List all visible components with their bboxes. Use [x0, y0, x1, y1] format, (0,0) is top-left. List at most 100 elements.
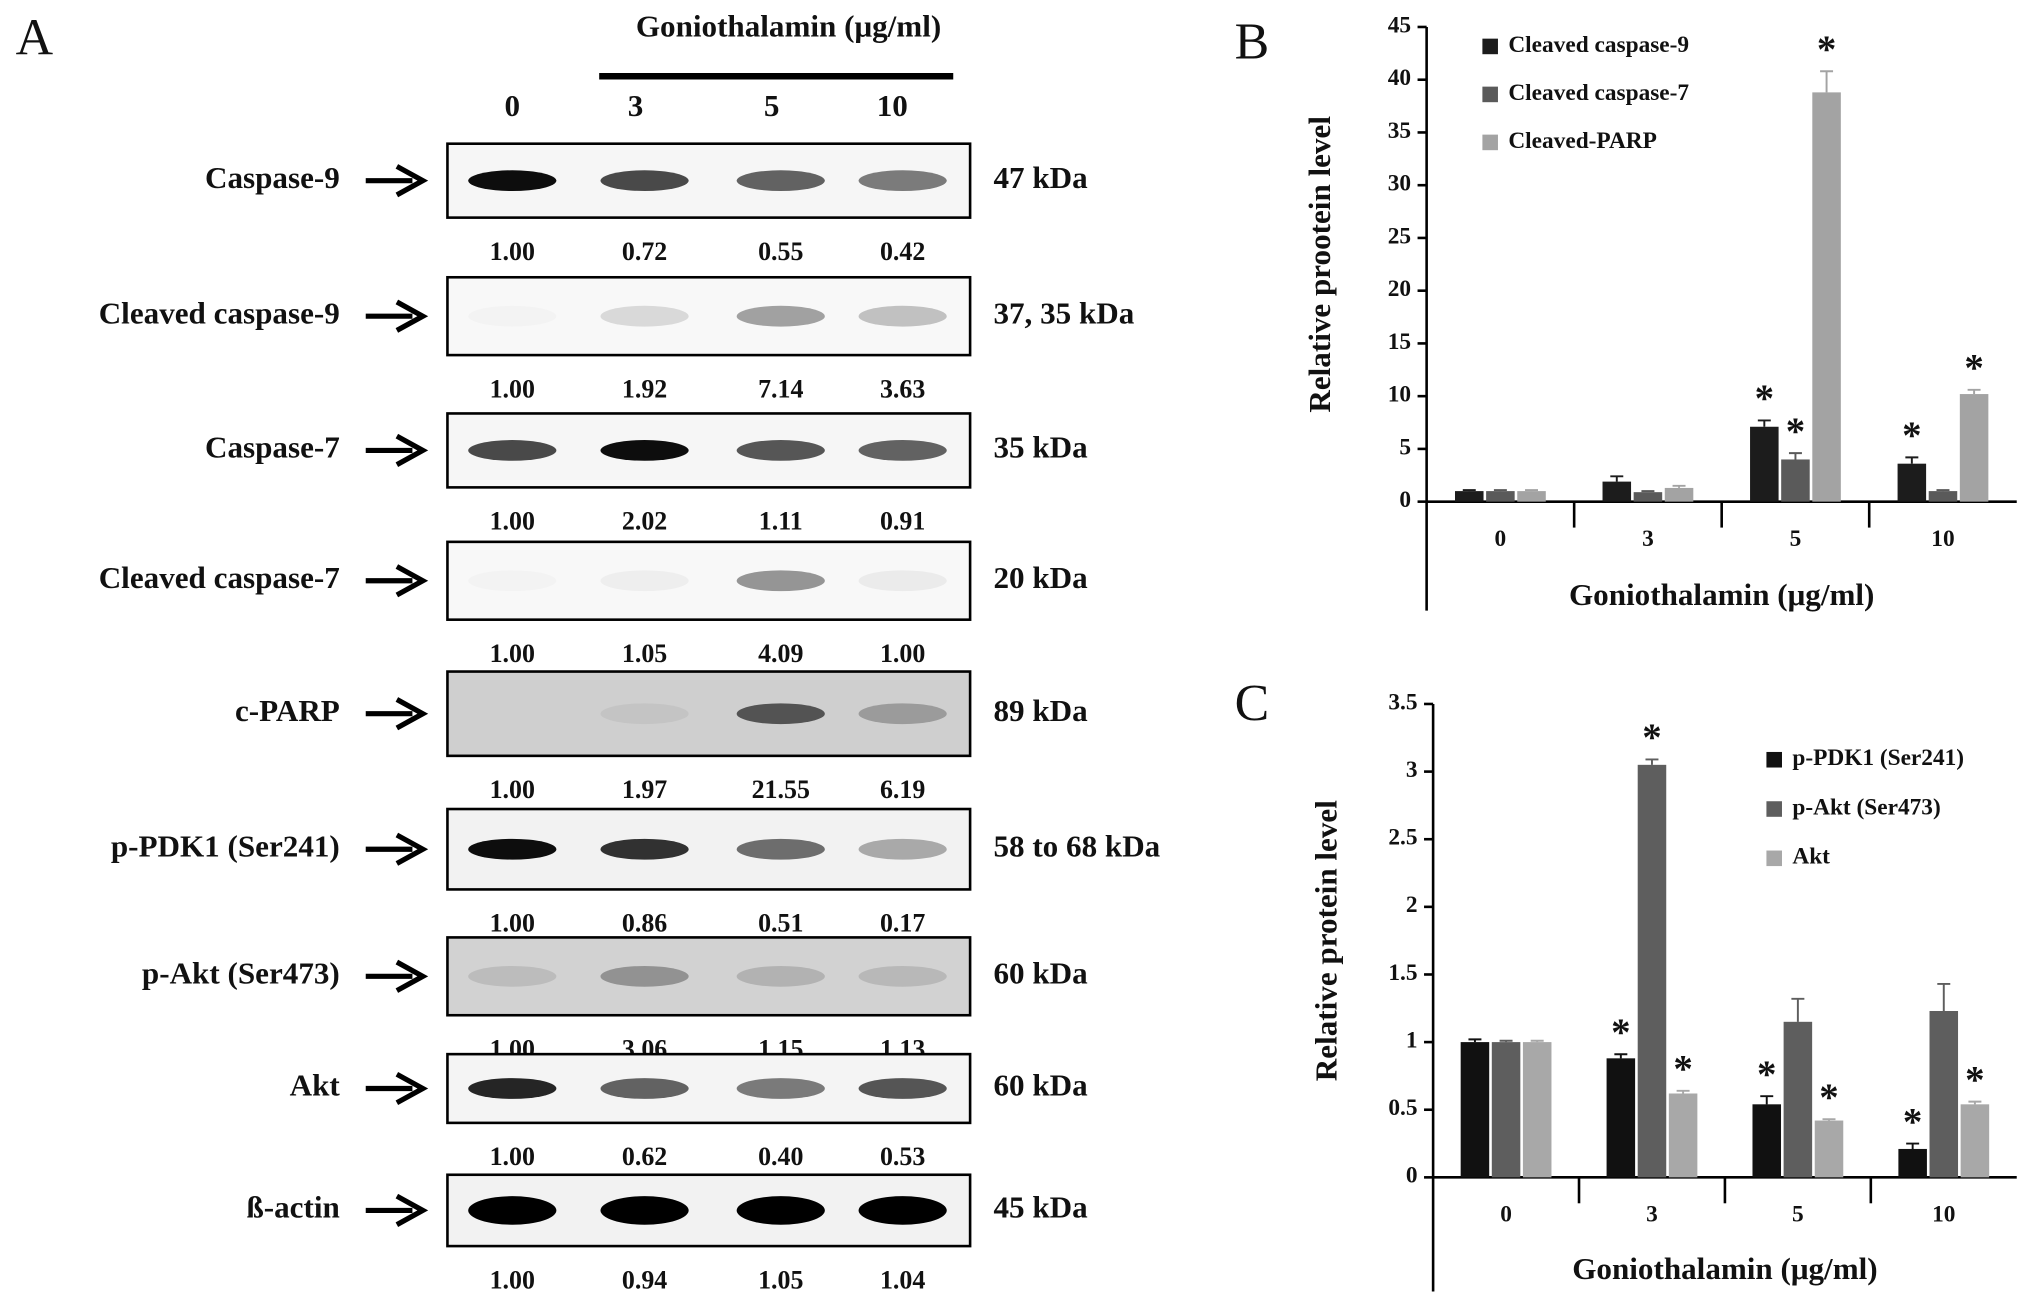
significance-marker: *	[1964, 347, 1983, 390]
blot-frame	[446, 670, 972, 758]
bar	[1633, 492, 1663, 502]
panel-label: A	[16, 9, 54, 66]
quantification: 6.19	[880, 775, 925, 804]
error-bar	[1462, 489, 1476, 492]
x-tick-label: 5	[1792, 1202, 1804, 1228]
dose-label: 3	[628, 88, 644, 123]
legend-label: Cleaved caspase-7	[1508, 80, 1689, 106]
y-tick-label: 35	[1388, 118, 1411, 144]
protein-label: p-Akt (Ser473)	[142, 955, 340, 990]
band	[736, 1196, 825, 1225]
significance-marker: *	[1755, 377, 1774, 420]
error-bar	[1672, 484, 1686, 488]
error-bar	[1967, 388, 1981, 395]
bar	[1664, 487, 1694, 502]
quantification: 2.02	[622, 507, 667, 536]
band	[600, 570, 689, 592]
bar	[1522, 1042, 1552, 1178]
blot-frame	[446, 807, 972, 891]
error-bar	[1791, 997, 1805, 1022]
quantification: 1.92	[622, 374, 667, 403]
x-axis-label: Goniothalamin (μg/ml)	[1569, 577, 1874, 612]
quantification: 1.04	[880, 1265, 925, 1294]
bar	[1668, 1093, 1698, 1178]
blot-frame	[446, 936, 972, 1017]
band-size: 89 kDa	[993, 693, 1088, 728]
error-bar	[1757, 419, 1771, 427]
quantification: 0.51	[758, 909, 803, 938]
quantification: 1.00	[880, 639, 925, 668]
band	[858, 1078, 947, 1099]
legend-label: Cleaved-PARP	[1508, 128, 1657, 154]
band	[736, 440, 825, 461]
bar	[1752, 1104, 1782, 1178]
y-tick-label: 15	[1388, 329, 1411, 355]
bar	[1750, 426, 1779, 502]
error-bar	[1760, 1095, 1774, 1105]
quantification: 7.14	[758, 374, 803, 403]
bar	[1959, 394, 1989, 502]
y-tick-label: 3	[1406, 757, 1418, 783]
band	[858, 170, 947, 192]
legend-label: Akt	[1792, 844, 1830, 870]
panel-label: B	[1235, 13, 1270, 70]
error-bar	[1499, 1039, 1513, 1043]
legend-swatch	[1766, 801, 1782, 817]
band	[600, 170, 689, 192]
protein-label: Cleaved caspase-7	[99, 560, 340, 595]
error-bar	[1905, 456, 1919, 464]
y-tick-label: 10	[1388, 382, 1411, 408]
x-tick-label: 5	[1790, 526, 1802, 552]
band	[468, 440, 557, 461]
significance-marker: *	[1819, 1076, 1838, 1119]
error-bar	[1676, 1089, 1690, 1094]
legend-label: Cleaved caspase-9	[1508, 32, 1689, 58]
quantification: 4.09	[758, 639, 803, 668]
error-bar	[1968, 1100, 1982, 1105]
band-size: 47 kDa	[993, 160, 1088, 195]
y-axis-label: Relative protein level	[1308, 800, 1343, 1081]
error-bar	[1641, 490, 1655, 493]
arrow-head	[395, 433, 429, 467]
quantification: 0.72	[622, 237, 667, 266]
bar	[1517, 491, 1546, 502]
error-bar	[1906, 1142, 1920, 1149]
y-tick-label: 3.5	[1388, 689, 1417, 715]
significance-marker: *	[1786, 410, 1805, 453]
legend-swatch	[1482, 134, 1498, 151]
band-size: 20 kDa	[993, 560, 1088, 595]
significance-marker: *	[1903, 1100, 1922, 1143]
error-bar	[1610, 475, 1624, 482]
band	[736, 838, 825, 860]
error-bar	[1614, 1053, 1628, 1059]
band	[858, 703, 947, 725]
y-tick-label: 2.5	[1388, 825, 1417, 851]
arrow-head	[395, 564, 429, 598]
band	[468, 570, 556, 591]
x-tick-label: 10	[1932, 1202, 1955, 1228]
arrow-head	[395, 1071, 429, 1106]
significance-marker: *	[1902, 414, 1921, 457]
band	[858, 570, 947, 592]
arrow-head	[395, 1193, 429, 1227]
quantification: 1.00	[490, 909, 535, 938]
quantification: 0.53	[880, 1142, 925, 1171]
band	[468, 1078, 557, 1099]
y-axis-label: Relative prootein level	[1302, 116, 1337, 413]
band	[468, 838, 557, 860]
protein-label: p-PDK1 (Ser241)	[111, 828, 340, 863]
x-tick-label: 3	[1646, 1202, 1658, 1228]
quantification: 0.86	[622, 909, 667, 938]
band-size: 45 kDa	[993, 1190, 1088, 1225]
band	[600, 965, 689, 987]
bar	[1812, 92, 1841, 502]
treatment-label: Goniothalamin (μg/ml)	[636, 9, 941, 44]
band-size: 37, 35 kDa	[993, 295, 1134, 330]
x-tick-label: 3	[1642, 526, 1654, 552]
band	[468, 170, 557, 192]
blot-frame	[446, 540, 972, 621]
significance-marker: *	[1965, 1058, 1984, 1101]
band	[736, 965, 825, 987]
arrow-head	[395, 959, 429, 993]
